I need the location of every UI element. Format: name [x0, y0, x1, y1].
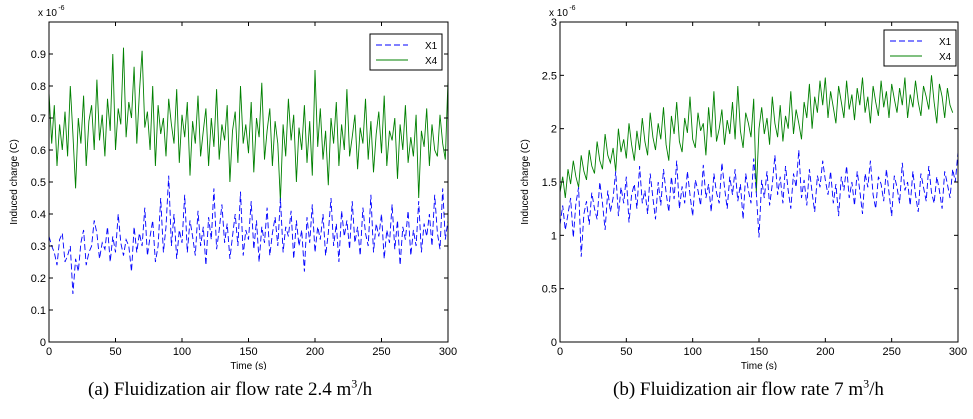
x-tick-label: 150: [750, 346, 768, 358]
x-axis-label: Time (s): [741, 361, 777, 370]
x-axis-label: Time (s): [230, 361, 266, 370]
y-multiplier-label: x 10: [38, 8, 57, 19]
y-tick-label: 0.7: [31, 113, 46, 125]
plot-frame: [559, 21, 959, 343]
x-tick-label: 100: [683, 346, 701, 358]
legend-label-x4: X4: [425, 56, 438, 67]
y-tick-label: 0.1: [31, 305, 46, 317]
y-tick-label: 1: [551, 230, 557, 242]
caption-b: (b) Fluidization air flow rate 7 m3/h: [613, 376, 884, 401]
y-tick-label: 0.6: [31, 145, 46, 157]
y-tick-label: 2.5: [542, 70, 557, 82]
y-multiplier-exponent: -6: [569, 5, 575, 12]
x-tick-label: 200: [306, 346, 324, 358]
plot-series-group: [560, 75, 958, 257]
x-tick-label: 0: [557, 346, 563, 358]
y-tick-label: 1.5: [542, 177, 557, 189]
caption-a: (a) Fluidization air flow rate 2.4 m3/h: [88, 376, 373, 401]
y-tick-label: 0: [40, 337, 46, 349]
x-tick-label: 0: [46, 346, 52, 358]
y-tick-label: 0: [551, 337, 557, 349]
y-tick-label: 0.5: [31, 177, 46, 189]
series-line-x1: [49, 175, 448, 295]
x-tick-label: 250: [882, 346, 900, 358]
y-tick-label: 0.3: [31, 241, 46, 253]
y-tick-label: 3: [551, 17, 557, 29]
legend-label-x1: X1: [939, 37, 952, 48]
x-tick-label: 50: [620, 346, 632, 358]
caption-a-sup: 3: [351, 376, 358, 391]
series-line-x1: [560, 149, 958, 257]
y-tick-label: 0.9: [31, 49, 46, 61]
caption-a-text: (a) Fluidization air flow rate 2.4 m: [88, 379, 352, 400]
y-axis-label: Induced charge (C): [520, 139, 531, 225]
legend-box: [369, 33, 443, 71]
chart-a: 0 50 100 150 200 250 300 0 0.1 0.2 0.3 0.4 0.5 0.6 0.7…: [9, 5, 457, 370]
legend-box: [883, 29, 957, 67]
y-axis-label: Induced charge (C): [9, 139, 20, 225]
y-multiplier-label: x 10: [549, 8, 568, 19]
x-tick-label: 50: [109, 346, 121, 358]
x-tick-label: 200: [816, 346, 834, 358]
legend-label-x1: X1: [425, 41, 438, 52]
legend-label-x4: X4: [939, 52, 952, 63]
caption-b-sup: 3: [863, 376, 870, 391]
x-tick-label: 150: [239, 346, 257, 358]
y-tick-label: 0.8: [31, 81, 46, 93]
series-line-x4: [49, 47, 448, 202]
caption-b-text: (b) Fluidization air flow rate 7 m: [613, 379, 864, 400]
y-tick-label: 2: [551, 124, 557, 136]
caption-b-unit: /h: [869, 379, 884, 400]
y-tick-label: 0.4: [31, 209, 46, 221]
y-tick-label: 0.5: [542, 284, 557, 296]
plot-series-group: [49, 47, 448, 295]
x-tick-label: 100: [173, 346, 191, 358]
y-tick-label: 0.2: [31, 273, 46, 285]
chart-b: 0 50 100 150 200 250 300 0 0.5 1 1.5 2 2.5 3x 10 -6 Tim…: [520, 5, 967, 370]
x-tick-label: 300: [439, 346, 457, 358]
caption-a-unit: /h: [357, 379, 373, 400]
y-multiplier-exponent: -6: [58, 5, 64, 12]
x-tick-label: 300: [949, 346, 967, 358]
x-tick-label: 250: [372, 346, 390, 358]
